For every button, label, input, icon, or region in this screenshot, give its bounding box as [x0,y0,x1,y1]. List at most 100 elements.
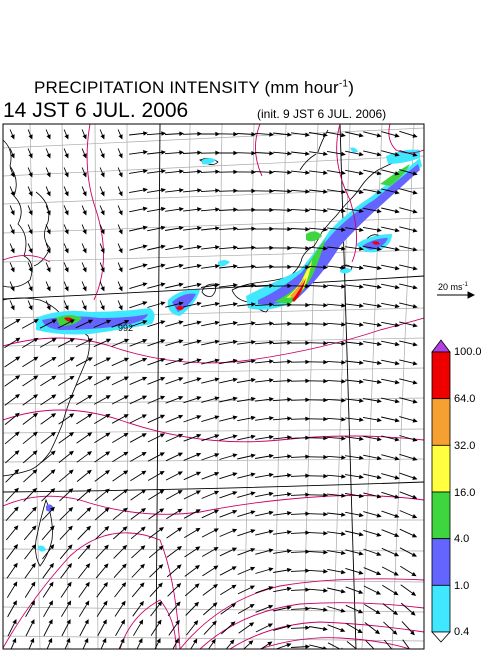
wind-vector-head [232,339,238,345]
wind-vector-head [287,321,293,327]
wind-vector-head [250,434,256,440]
wind-vector-head [214,453,220,458]
colorbar-level: 0.4 [454,626,470,638]
wind-vector-head [340,569,346,575]
wind-vector-head [105,357,112,362]
wind-vector-head [30,637,35,643]
wind-vector-head [13,543,19,549]
wind-vector-head [30,581,36,587]
wind-vector-head [287,454,293,459]
wind-vector-head [357,628,363,634]
wind-vector-head [118,286,123,292]
wind-vector-head [214,415,220,420]
wind-vector-head [33,356,39,362]
wind-vector-head [341,379,347,384]
colorbar-level: 32.0 [454,440,476,452]
wind-vector-head [323,227,329,232]
wind-vector-head [376,265,382,271]
wind-vector-head [359,455,364,460]
wind-vector-head [33,319,39,324]
wind-vector-head [100,191,105,197]
wind-vector-head [323,170,328,175]
wind-vector-head [123,488,129,494]
wind-vector-head [323,246,329,251]
wind-vector-head [87,319,94,324]
wind-vector-head [14,468,20,474]
wind-vector-head [412,266,418,271]
wind-vector-head [69,375,75,381]
wind-vector-head [233,283,238,288]
wind-vector-head [194,564,201,570]
wind-vector-head [341,474,347,479]
wind-vector [402,639,411,649]
wind-vector-head [196,244,202,250]
wind-vector-head [214,301,220,307]
wind-vector-head [179,206,184,212]
wind-vector-head [67,544,73,550]
wind-vector-head [51,375,57,380]
wind-vector-head [159,470,165,476]
wind-vector-head [82,210,87,216]
wind-vector-head [394,532,400,537]
wind-vector-head [251,264,257,269]
wind-scale-arrow [437,291,476,299]
wind-vector-head [412,533,418,538]
init-time: (init. 9 JST 6 JUL. 2006) [257,107,387,121]
wind-vector-head [287,492,292,497]
wind-vector-head [196,358,202,363]
wind-vector-head [250,415,256,421]
wind-vector [365,640,375,649]
wind-vector-head [49,562,54,568]
wind-vector-head [64,267,69,273]
wind-vector [383,639,393,649]
wind-vector-head [159,489,165,495]
wind-vector-head [66,600,72,606]
wind-vector-head [287,416,293,421]
wind-vector-head [100,134,105,140]
wind-vector-head [305,340,311,346]
wind-vector-head [394,437,400,442]
wind-vector-head [138,637,143,644]
wind-vector-head [269,302,275,307]
wind-vector-head [28,191,33,197]
wind-vector-head [232,453,238,458]
wind-vector-head [251,321,256,326]
wind-vector-head [64,153,69,159]
wind-vector-head [305,568,311,573]
wind-vector-head [156,638,161,644]
wind-vector-head [376,133,382,138]
wind-vector-head [215,131,221,137]
wind-vector-head [412,380,418,385]
wind-vector-head [85,581,90,587]
wind-vector-head [84,619,89,625]
wind-vector-head [122,507,128,513]
wind-vector-head [305,283,311,289]
wind-vector-head [286,567,292,573]
wind-vector-head [305,511,311,516]
wind-vector-head [269,151,275,156]
wind-vector-head [46,191,51,197]
wind-vector-head [305,378,311,384]
wind-vector-head [104,525,110,531]
wind-vector-head [394,265,400,271]
wind-vector-head [10,286,15,292]
wind-vector-head [358,531,364,537]
wind-vector-head [376,246,382,252]
wind-vector-head [305,264,311,270]
wind-vector-head [394,341,400,347]
wind-vector-head [211,620,217,626]
wind-vector-head [13,562,18,568]
wind-vector-head [231,547,238,552]
wind-vector-head [376,570,382,576]
wind-vector-head [214,339,220,344]
wind-vector-head [28,172,33,178]
wind-vector-head [375,609,381,615]
wind-vector-head [412,133,418,138]
wind-vector-head [412,437,418,442]
wind-vector-head [232,472,238,477]
wind-vector-head [28,229,33,235]
wind-vector-head [51,338,57,343]
wind-vector-head [178,358,184,363]
wind-vector-head [177,508,183,514]
wind-vector-head [50,431,56,437]
